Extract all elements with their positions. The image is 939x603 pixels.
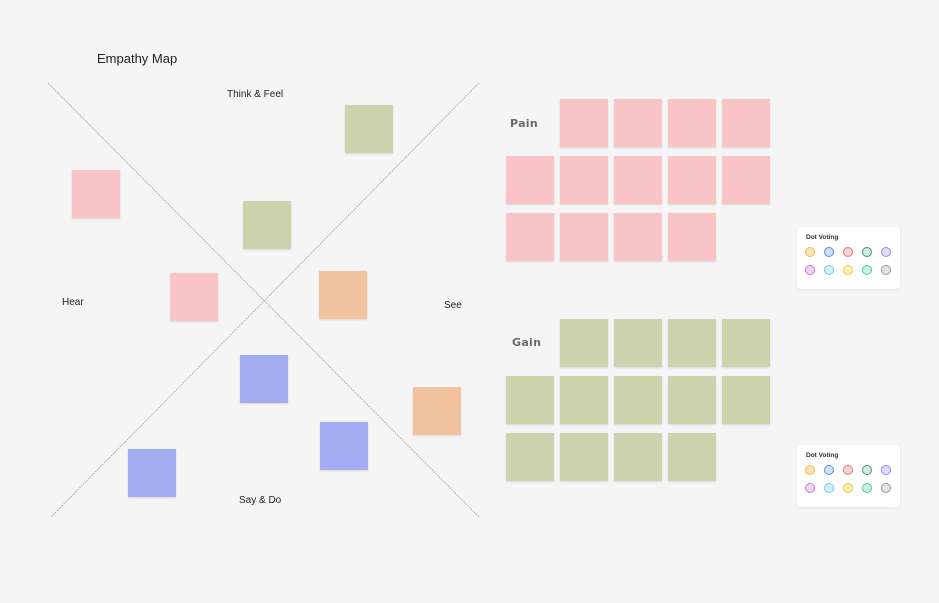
sticky-note[interactable] (560, 156, 608, 204)
sticky-note[interactable] (506, 213, 554, 261)
sticky-note[interactable] (170, 273, 218, 321)
sticky-note[interactable] (614, 99, 662, 147)
sticky-note[interactable] (319, 271, 367, 319)
sticky-note[interactable] (506, 376, 554, 424)
quadrant-label-say-do: Say & Do (239, 495, 282, 506)
voting-dot[interactable] (881, 247, 891, 257)
voting-dot[interactable] (862, 483, 872, 493)
sticky-note[interactable] (668, 433, 716, 481)
sticky-note[interactable] (614, 156, 662, 204)
voting-dot[interactable] (843, 483, 853, 493)
voting-dot[interactable] (824, 465, 834, 475)
dot-voting-panel: Dot Voting (797, 445, 900, 507)
voting-dot[interactable] (862, 247, 872, 257)
quadrant-label-think-feel: Think & Feel (227, 89, 284, 100)
sticky-note[interactable] (560, 213, 608, 261)
voting-dot[interactable] (805, 483, 815, 493)
sticky-note[interactable] (320, 422, 368, 470)
pain-section-title: Pain (510, 117, 538, 130)
voting-dot[interactable] (824, 247, 834, 257)
sticky-note[interactable] (668, 376, 716, 424)
sticky-note[interactable] (560, 319, 608, 367)
dot-voting-title: Dot Voting (806, 452, 839, 459)
sticky-note[interactable] (668, 213, 716, 261)
voting-dot[interactable] (862, 465, 872, 475)
sticky-note[interactable] (614, 433, 662, 481)
voting-dot[interactable] (805, 465, 815, 475)
sticky-note[interactable] (413, 387, 461, 435)
sticky-note[interactable] (614, 213, 662, 261)
gain-section-title: Gain (512, 336, 542, 349)
quadrant-label-see: See (444, 300, 462, 311)
sticky-note[interactable] (668, 156, 716, 204)
sticky-note[interactable] (345, 105, 393, 153)
sticky-note[interactable] (614, 319, 662, 367)
voting-dot[interactable] (881, 483, 891, 493)
sticky-note[interactable] (722, 319, 770, 367)
quadrant-label-hear: Hear (62, 297, 84, 308)
voting-dot[interactable] (881, 265, 891, 275)
voting-dot[interactable] (824, 483, 834, 493)
dot-voting-title: Dot Voting (806, 234, 839, 241)
sticky-note[interactable] (668, 319, 716, 367)
sticky-note[interactable] (506, 156, 554, 204)
voting-dot[interactable] (824, 265, 834, 275)
sticky-note[interactable] (722, 156, 770, 204)
voting-dot[interactable] (843, 465, 853, 475)
sticky-note[interactable] (240, 355, 288, 403)
voting-dots (805, 465, 892, 493)
sticky-note[interactable] (560, 376, 608, 424)
voting-dot[interactable] (843, 265, 853, 275)
sticky-note[interactable] (614, 376, 662, 424)
sticky-note[interactable] (560, 99, 608, 147)
voting-dot[interactable] (805, 247, 815, 257)
sticky-note[interactable] (722, 99, 770, 147)
voting-dot[interactable] (843, 247, 853, 257)
voting-dots (805, 247, 892, 275)
empathy-map-title: Empathy Map (97, 51, 178, 66)
sticky-note[interactable] (128, 449, 176, 497)
sticky-note[interactable] (560, 433, 608, 481)
voting-dot[interactable] (881, 465, 891, 475)
dot-voting-panel: Dot Voting (797, 227, 900, 289)
voting-dot[interactable] (862, 265, 872, 275)
sticky-note[interactable] (243, 201, 291, 249)
sticky-note[interactable] (668, 99, 716, 147)
voting-dot[interactable] (805, 265, 815, 275)
sticky-note[interactable] (722, 376, 770, 424)
sticky-note[interactable] (72, 170, 120, 218)
sticky-note[interactable] (506, 433, 554, 481)
